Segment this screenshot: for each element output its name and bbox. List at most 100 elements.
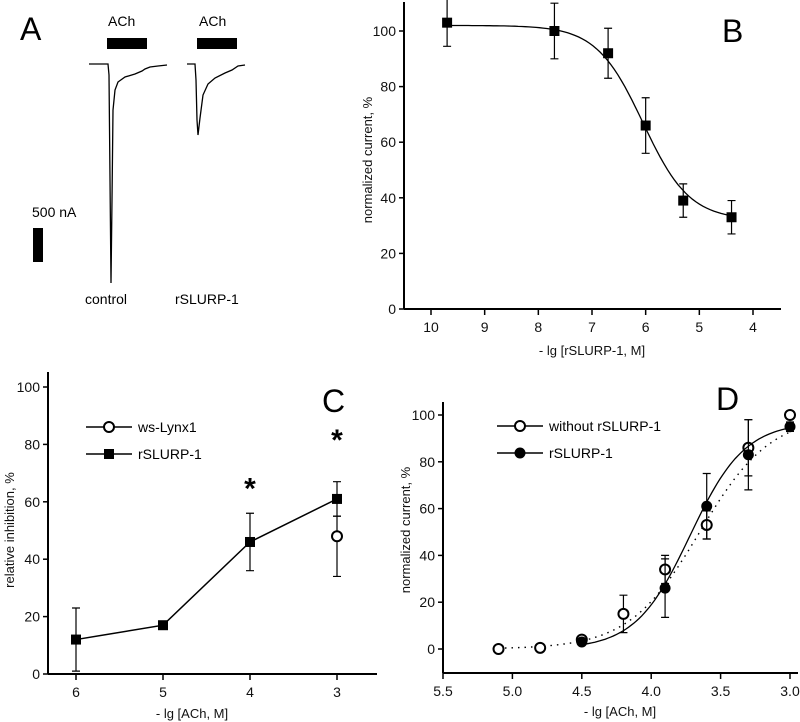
x-tick-label: 8	[534, 319, 542, 335]
fit-curve	[447, 24, 732, 217]
data-point	[784, 409, 796, 421]
legend-marker	[103, 421, 115, 433]
y-axis-label: relative inhibition, %	[2, 472, 17, 588]
series-rslurp-1	[71, 481, 342, 672]
data-point	[659, 582, 671, 594]
ach-label-rslurp: ACh	[199, 13, 226, 29]
legend-label: ws-Lynx1	[137, 419, 197, 435]
x-tick-label: 7	[588, 319, 596, 335]
y-tick-label: 80	[419, 454, 435, 470]
scale-bar	[33, 228, 43, 262]
y-axis-label: normalized current, %	[398, 466, 413, 593]
panel-b: 0 20 40 60 80 100 10 9 8 7 6 5 4 - lg [rSLURP-1, M] no…	[360, 0, 781, 358]
data-point	[332, 493, 342, 504]
panel-a: A ACh ACh 500 nA control rSLURP-1	[20, 11, 246, 307]
current-trace-control	[89, 63, 168, 284]
legend-label: without rSLURP-1	[548, 418, 661, 434]
x-tick-label: 4	[246, 684, 254, 700]
trace-label-control: control	[85, 291, 127, 307]
data-point	[576, 636, 588, 648]
x-tick-label: 10	[423, 319, 439, 335]
data-point	[603, 48, 614, 59]
y-tick-label: 0	[32, 666, 40, 682]
y-tick-label: 20	[380, 245, 396, 261]
x-tick-label: 5	[159, 684, 167, 700]
x-tick-label: 5.5	[433, 683, 453, 699]
scale-bar-label: 500 nA	[32, 204, 77, 220]
ach-application-bar-rslurp	[197, 38, 237, 49]
y-tick-label: 60	[380, 134, 396, 150]
y-tick-label: 100	[373, 23, 397, 39]
legend-item: without rSLURP-1	[497, 418, 661, 434]
connecting-line	[75, 498, 338, 641]
x-tick-label: 9	[481, 319, 489, 335]
y-tick-label: 40	[419, 547, 435, 563]
series-rslurp-1	[442, 0, 737, 235]
x-tick-label: 4.5	[572, 683, 592, 699]
x-axis-label: - lg [ACh, M]	[584, 704, 656, 719]
y-tick-label: 40	[24, 551, 40, 567]
x-tick-label: 5	[695, 319, 703, 335]
ach-label-control: ACh	[108, 13, 135, 29]
current-trace-rslurp	[187, 63, 246, 136]
legend-marker	[104, 449, 114, 459]
y-tick-label: 0	[388, 301, 396, 317]
y-tick-label: 20	[24, 609, 40, 625]
data-point	[331, 530, 343, 543]
data-point	[71, 634, 81, 645]
significance-asterisk: *	[331, 424, 343, 457]
data-point	[245, 536, 255, 547]
legend-label: rSLURP-1	[138, 446, 202, 462]
x-tick-label: 3	[333, 684, 341, 700]
data-point	[442, 17, 453, 28]
x-tick-label: 4	[749, 319, 757, 335]
y-tick-label: 80	[24, 436, 40, 452]
data-point	[784, 421, 796, 433]
x-tick-label: 5.0	[503, 683, 523, 699]
fit-curve	[498, 431, 791, 649]
x-tick-label: 6	[642, 319, 650, 335]
x-axis-label: - lg [ACh, M]	[156, 706, 228, 721]
ach-application-bar-control	[107, 38, 147, 49]
trace-label-rslurp: rSLURP-1	[175, 291, 239, 307]
y-axis-label: normalized current, %	[360, 96, 375, 223]
y-tick-label: 0	[427, 641, 435, 657]
data-point	[742, 449, 754, 461]
x-tick-label: 3.5	[711, 683, 731, 699]
legend-item: ws-Lynx1	[86, 419, 197, 435]
data-point	[534, 641, 547, 654]
y-tick-label: 60	[419, 501, 435, 517]
panel-c: 0 20 40 60 80 100 6 5 4 3 - lg [ACh, M] relative in…	[2, 372, 377, 721]
series-rslurp-1	[576, 419, 796, 648]
y-tick-label: 20	[419, 594, 435, 610]
y-tick-label: 40	[380, 190, 396, 206]
significance-asterisk: *	[244, 473, 256, 506]
data-point	[678, 195, 689, 206]
legend-item: rSLURP-1	[497, 445, 613, 461]
legend-marker	[514, 420, 526, 432]
x-tick-label: 3.0	[780, 683, 800, 699]
panel-a-letter: A	[20, 11, 42, 47]
legend-marker	[514, 447, 526, 459]
series-ws-lynx1	[331, 515, 343, 578]
y-tick-label: 80	[380, 79, 396, 95]
data-point	[701, 500, 713, 512]
series-without-rslurp-1	[492, 409, 796, 655]
data-point	[617, 607, 630, 620]
x-tick-label: 6	[72, 684, 80, 700]
data-point	[492, 643, 505, 655]
x-tick-label: 4.0	[641, 683, 661, 699]
panel-letter: D	[716, 381, 739, 417]
y-tick-label: 60	[24, 494, 40, 510]
error-bar	[333, 515, 341, 578]
legend-label: rSLURP-1	[549, 445, 613, 461]
panel-letter: C	[322, 383, 345, 419]
x-axis-label: - lg [rSLURP-1, M]	[539, 343, 645, 358]
panel-d: 0 20 40 60 80 100 5.5 5.0 4.5 4.0 3.5 3.0 - lg [ACh,…	[398, 381, 800, 719]
data-point	[640, 120, 651, 131]
y-tick-label: 100	[412, 407, 436, 423]
legend-item: rSLURP-1	[86, 446, 202, 462]
panel-letter: B	[722, 13, 743, 49]
data-point	[549, 26, 560, 36]
